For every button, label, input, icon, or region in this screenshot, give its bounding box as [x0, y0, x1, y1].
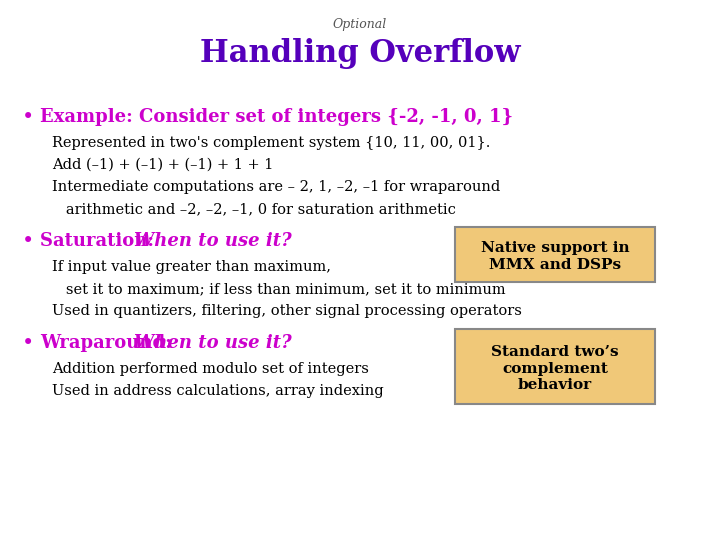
Text: Example: Consider set of integers {-2, -1, 0, 1}: Example: Consider set of integers {-2, -…	[40, 108, 513, 126]
Text: Addition performed modulo set of integers: Addition performed modulo set of integer…	[52, 362, 369, 376]
Text: If input value greater than maximum,: If input value greater than maximum,	[52, 260, 331, 274]
Text: •: •	[22, 232, 35, 251]
Text: Used in quantizers, filtering, other signal processing operators: Used in quantizers, filtering, other sig…	[52, 304, 522, 318]
Text: When to use it?: When to use it?	[134, 334, 291, 352]
Text: Wraparound:: Wraparound:	[40, 334, 178, 352]
Text: Standard two’s
complement
behavior: Standard two’s complement behavior	[491, 345, 618, 392]
Text: Intermediate computations are – 2, 1, –2, –1 for wraparound: Intermediate computations are – 2, 1, –2…	[52, 180, 500, 194]
Text: Handling Overflow: Handling Overflow	[199, 38, 521, 69]
Text: When to use it?: When to use it?	[134, 232, 291, 250]
Text: set it to maximum; if less than minimum, set it to minimum: set it to maximum; if less than minimum,…	[52, 282, 505, 296]
Text: Optional: Optional	[333, 18, 387, 31]
Text: Add (–1) + (–1) + (–1) + 1 + 1: Add (–1) + (–1) + (–1) + 1 + 1	[52, 158, 274, 172]
Text: •: •	[22, 108, 35, 127]
Text: arithmetic and –2, –2, –1, 0 for saturation arithmetic: arithmetic and –2, –2, –1, 0 for saturat…	[52, 202, 456, 216]
Bar	[455, 329, 655, 404]
Text: •: •	[22, 334, 35, 353]
Text: Used in address calculations, array indexing: Used in address calculations, array inde…	[52, 384, 384, 398]
Text: Native support in
MMX and DSPs: Native support in MMX and DSPs	[481, 241, 629, 272]
Bar	[455, 227, 655, 282]
Text: Saturation:: Saturation:	[40, 232, 161, 250]
Text: Represented in two's complement system {10, 11, 00, 01}.: Represented in two's complement system {…	[52, 136, 490, 150]
